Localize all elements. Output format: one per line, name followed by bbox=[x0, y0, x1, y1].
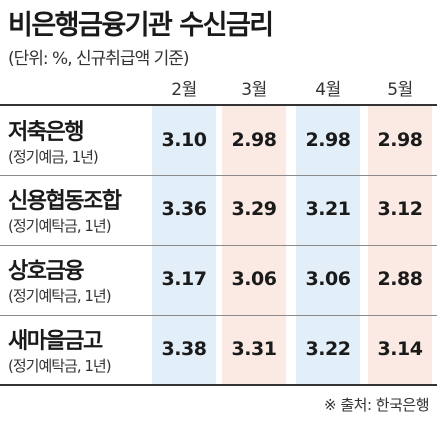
rate-value: 3.22 bbox=[305, 338, 351, 360]
rate-value: 3.12 bbox=[377, 198, 423, 220]
column-header: 4월 bbox=[315, 80, 341, 100]
row-divider bbox=[0, 175, 437, 176]
rate-value: 2.98 bbox=[377, 129, 423, 151]
rate-value: 3.31 bbox=[231, 338, 277, 360]
bottom-rule bbox=[0, 384, 437, 386]
row-name: 상호금융 bbox=[8, 259, 84, 284]
source-note: ※ 출처: 한국은행 bbox=[324, 396, 429, 414]
rate-value: 2.98 bbox=[231, 129, 277, 151]
column-header: 3월 bbox=[241, 80, 267, 100]
rate-value: 3.17 bbox=[161, 268, 207, 290]
rate-value: 3.36 bbox=[161, 198, 207, 220]
row-name: 저축은행 bbox=[8, 120, 84, 145]
rate-value: 3.38 bbox=[161, 338, 207, 360]
column-header: 5월 bbox=[387, 80, 413, 100]
header-rule bbox=[0, 104, 437, 106]
row-subtitle: (정기예금, 1년) bbox=[8, 148, 99, 166]
row-subtitle: (정기예탁금, 1년) bbox=[8, 217, 112, 235]
row-subtitle: (정기예탁금, 1년) bbox=[8, 287, 112, 305]
row-subtitle: (정기예탁금, 1년) bbox=[8, 357, 112, 375]
column-header: 2월 bbox=[171, 80, 197, 100]
rate-value: 2.88 bbox=[377, 268, 423, 290]
rate-value: 3.14 bbox=[377, 338, 423, 360]
row-divider bbox=[0, 245, 437, 246]
unit-note: (단위: %, 신규취급액 기준) bbox=[8, 49, 190, 69]
rate-value: 3.29 bbox=[231, 198, 277, 220]
rate-value: 3.21 bbox=[305, 198, 351, 220]
rate-value: 3.10 bbox=[161, 129, 207, 151]
rate-value: 3.06 bbox=[231, 268, 277, 290]
rate-value: 2.98 bbox=[305, 129, 351, 151]
row-divider bbox=[0, 315, 437, 316]
row-name: 새마을금고 bbox=[8, 329, 103, 354]
chart-title: 비은행금융기관 수신금리 bbox=[8, 10, 274, 41]
rate-value: 3.06 bbox=[305, 268, 351, 290]
row-name: 신용협동조합 bbox=[8, 189, 122, 214]
